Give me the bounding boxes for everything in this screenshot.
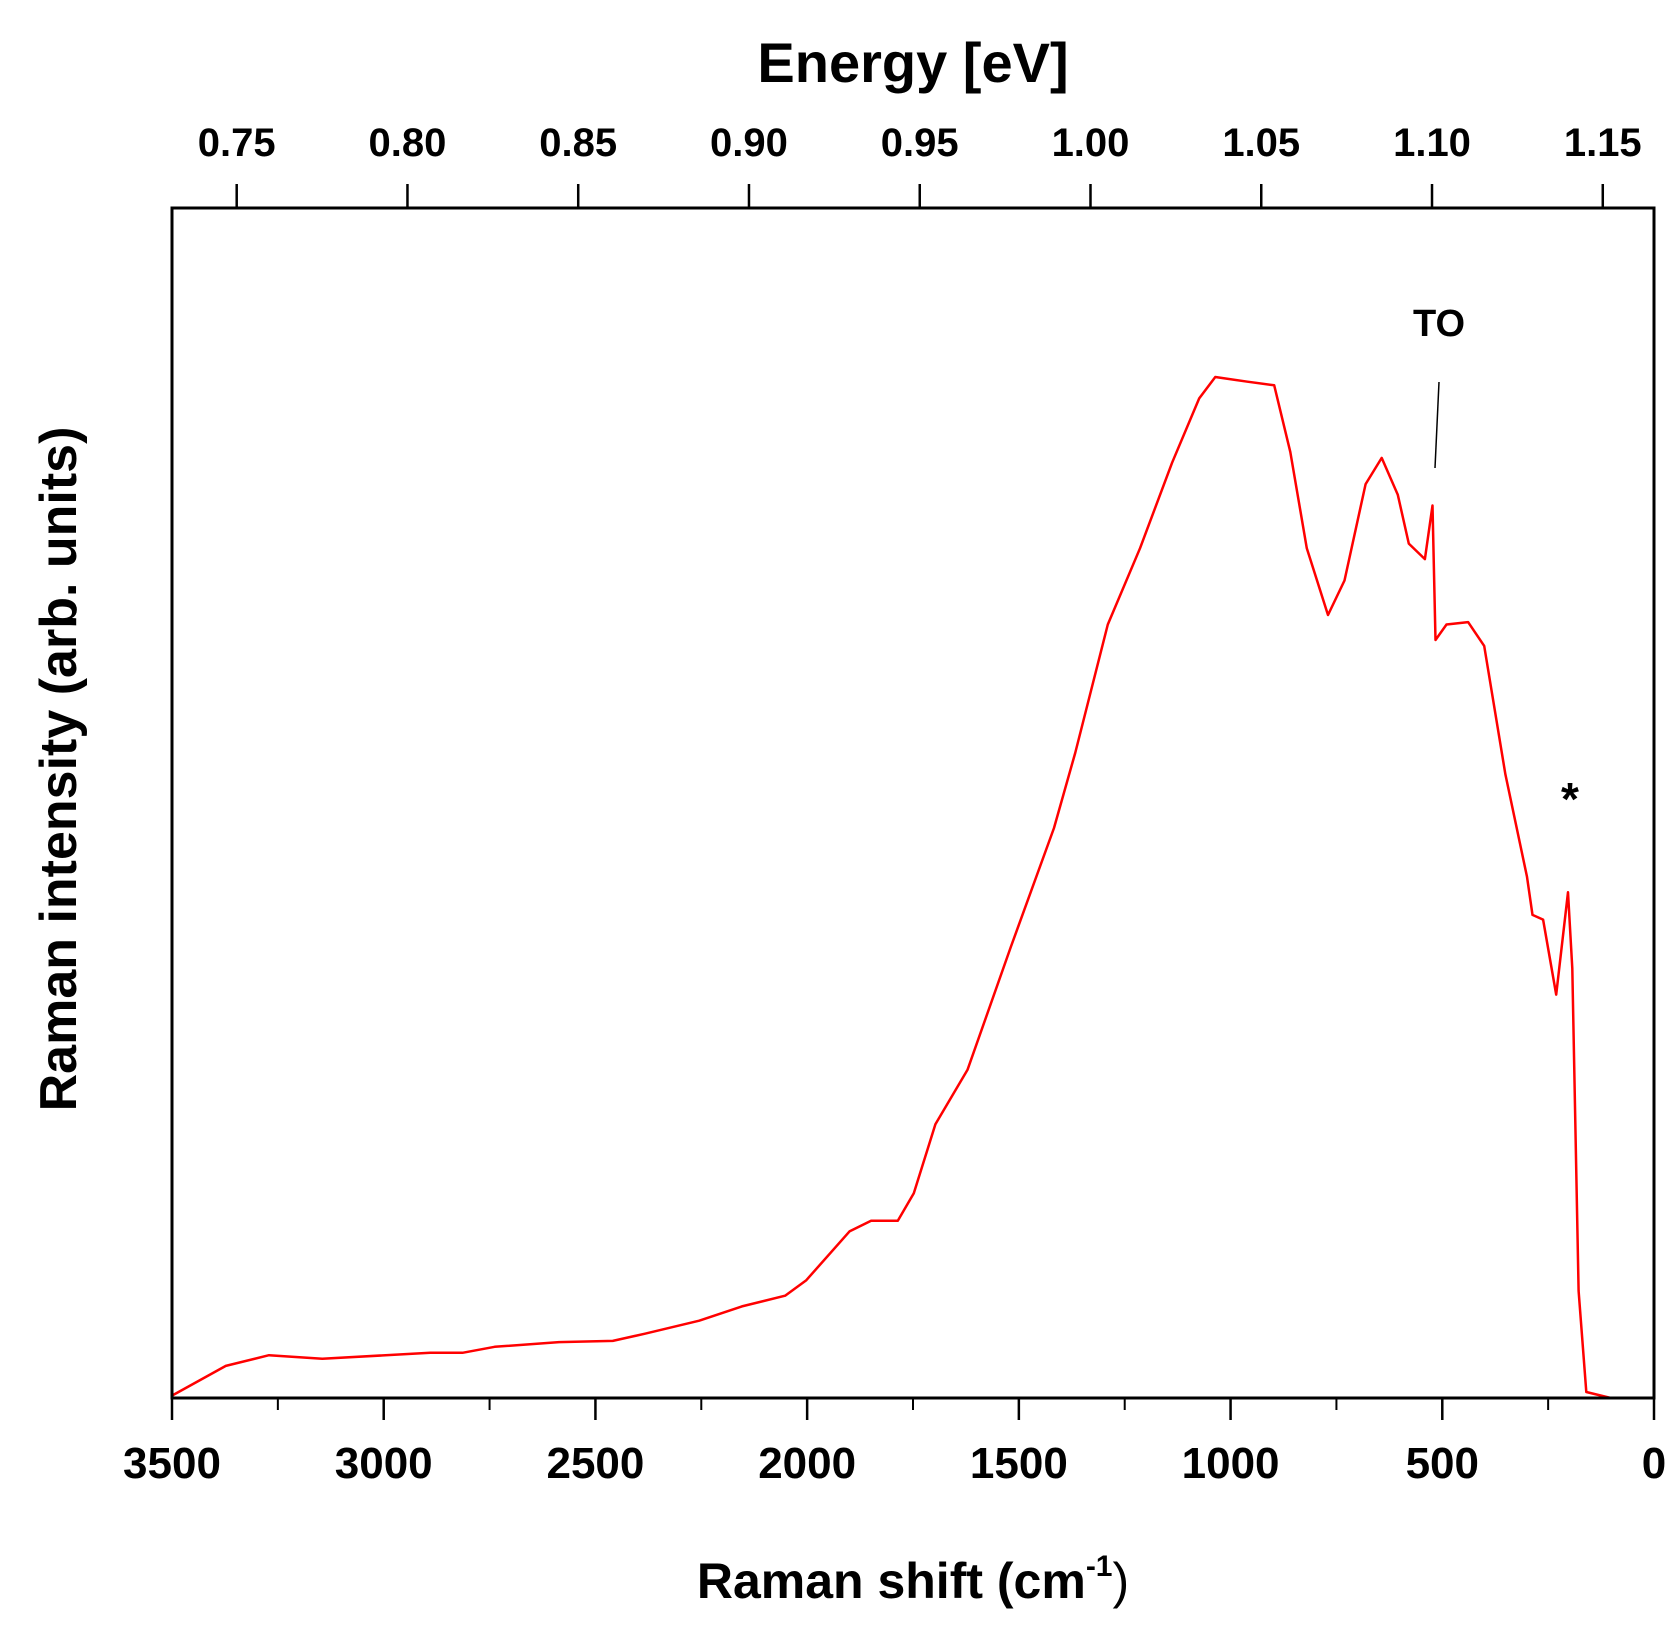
annotation-to: TO — [1413, 303, 1465, 345]
y-axis-title: Raman intensity (arb. units) — [30, 427, 88, 1112]
top-tick-label: 0.85 — [539, 121, 617, 165]
top-tick-label: 0.75 — [198, 121, 276, 165]
series-line-raman-spectrum — [171, 375, 1612, 1400]
top-tick-label: 1.00 — [1052, 121, 1130, 165]
top-tick-label: 0.80 — [369, 121, 447, 165]
top-tick-label: 1.10 — [1393, 121, 1471, 165]
x-tick-label: 1000 — [1182, 1439, 1280, 1488]
x-tick-label: 2500 — [546, 1439, 644, 1488]
x-axis-title-sup: -1 — [1086, 1550, 1113, 1583]
x-tick-label: 2000 — [758, 1439, 856, 1488]
plot-frame — [170, 206, 1656, 1400]
top-axis-title: Energy [eV] — [757, 31, 1068, 94]
x-axis-title: Raman shift (cm-1) — [697, 1550, 1129, 1609]
top-tick-label: 1.05 — [1222, 121, 1300, 165]
x-tick-label: 0 — [1642, 1439, 1666, 1488]
top-tick-label: 1.15 — [1564, 121, 1642, 165]
annotation-asterisk: * — [1561, 773, 1579, 825]
top-tick-label: 0.90 — [710, 121, 788, 165]
x-tick-label: 3500 — [123, 1439, 221, 1488]
to-annotation-line — [1434, 381, 1440, 469]
top-tick-label: 0.95 — [881, 121, 959, 165]
x-tick-label: 500 — [1406, 1439, 1479, 1488]
x-axis-title-close: ) — [1113, 1553, 1130, 1609]
x-tick-label: 1500 — [970, 1439, 1068, 1488]
x-axis-title-main: Raman shift (cm — [697, 1553, 1086, 1609]
x-tick-label: 3000 — [335, 1439, 433, 1488]
